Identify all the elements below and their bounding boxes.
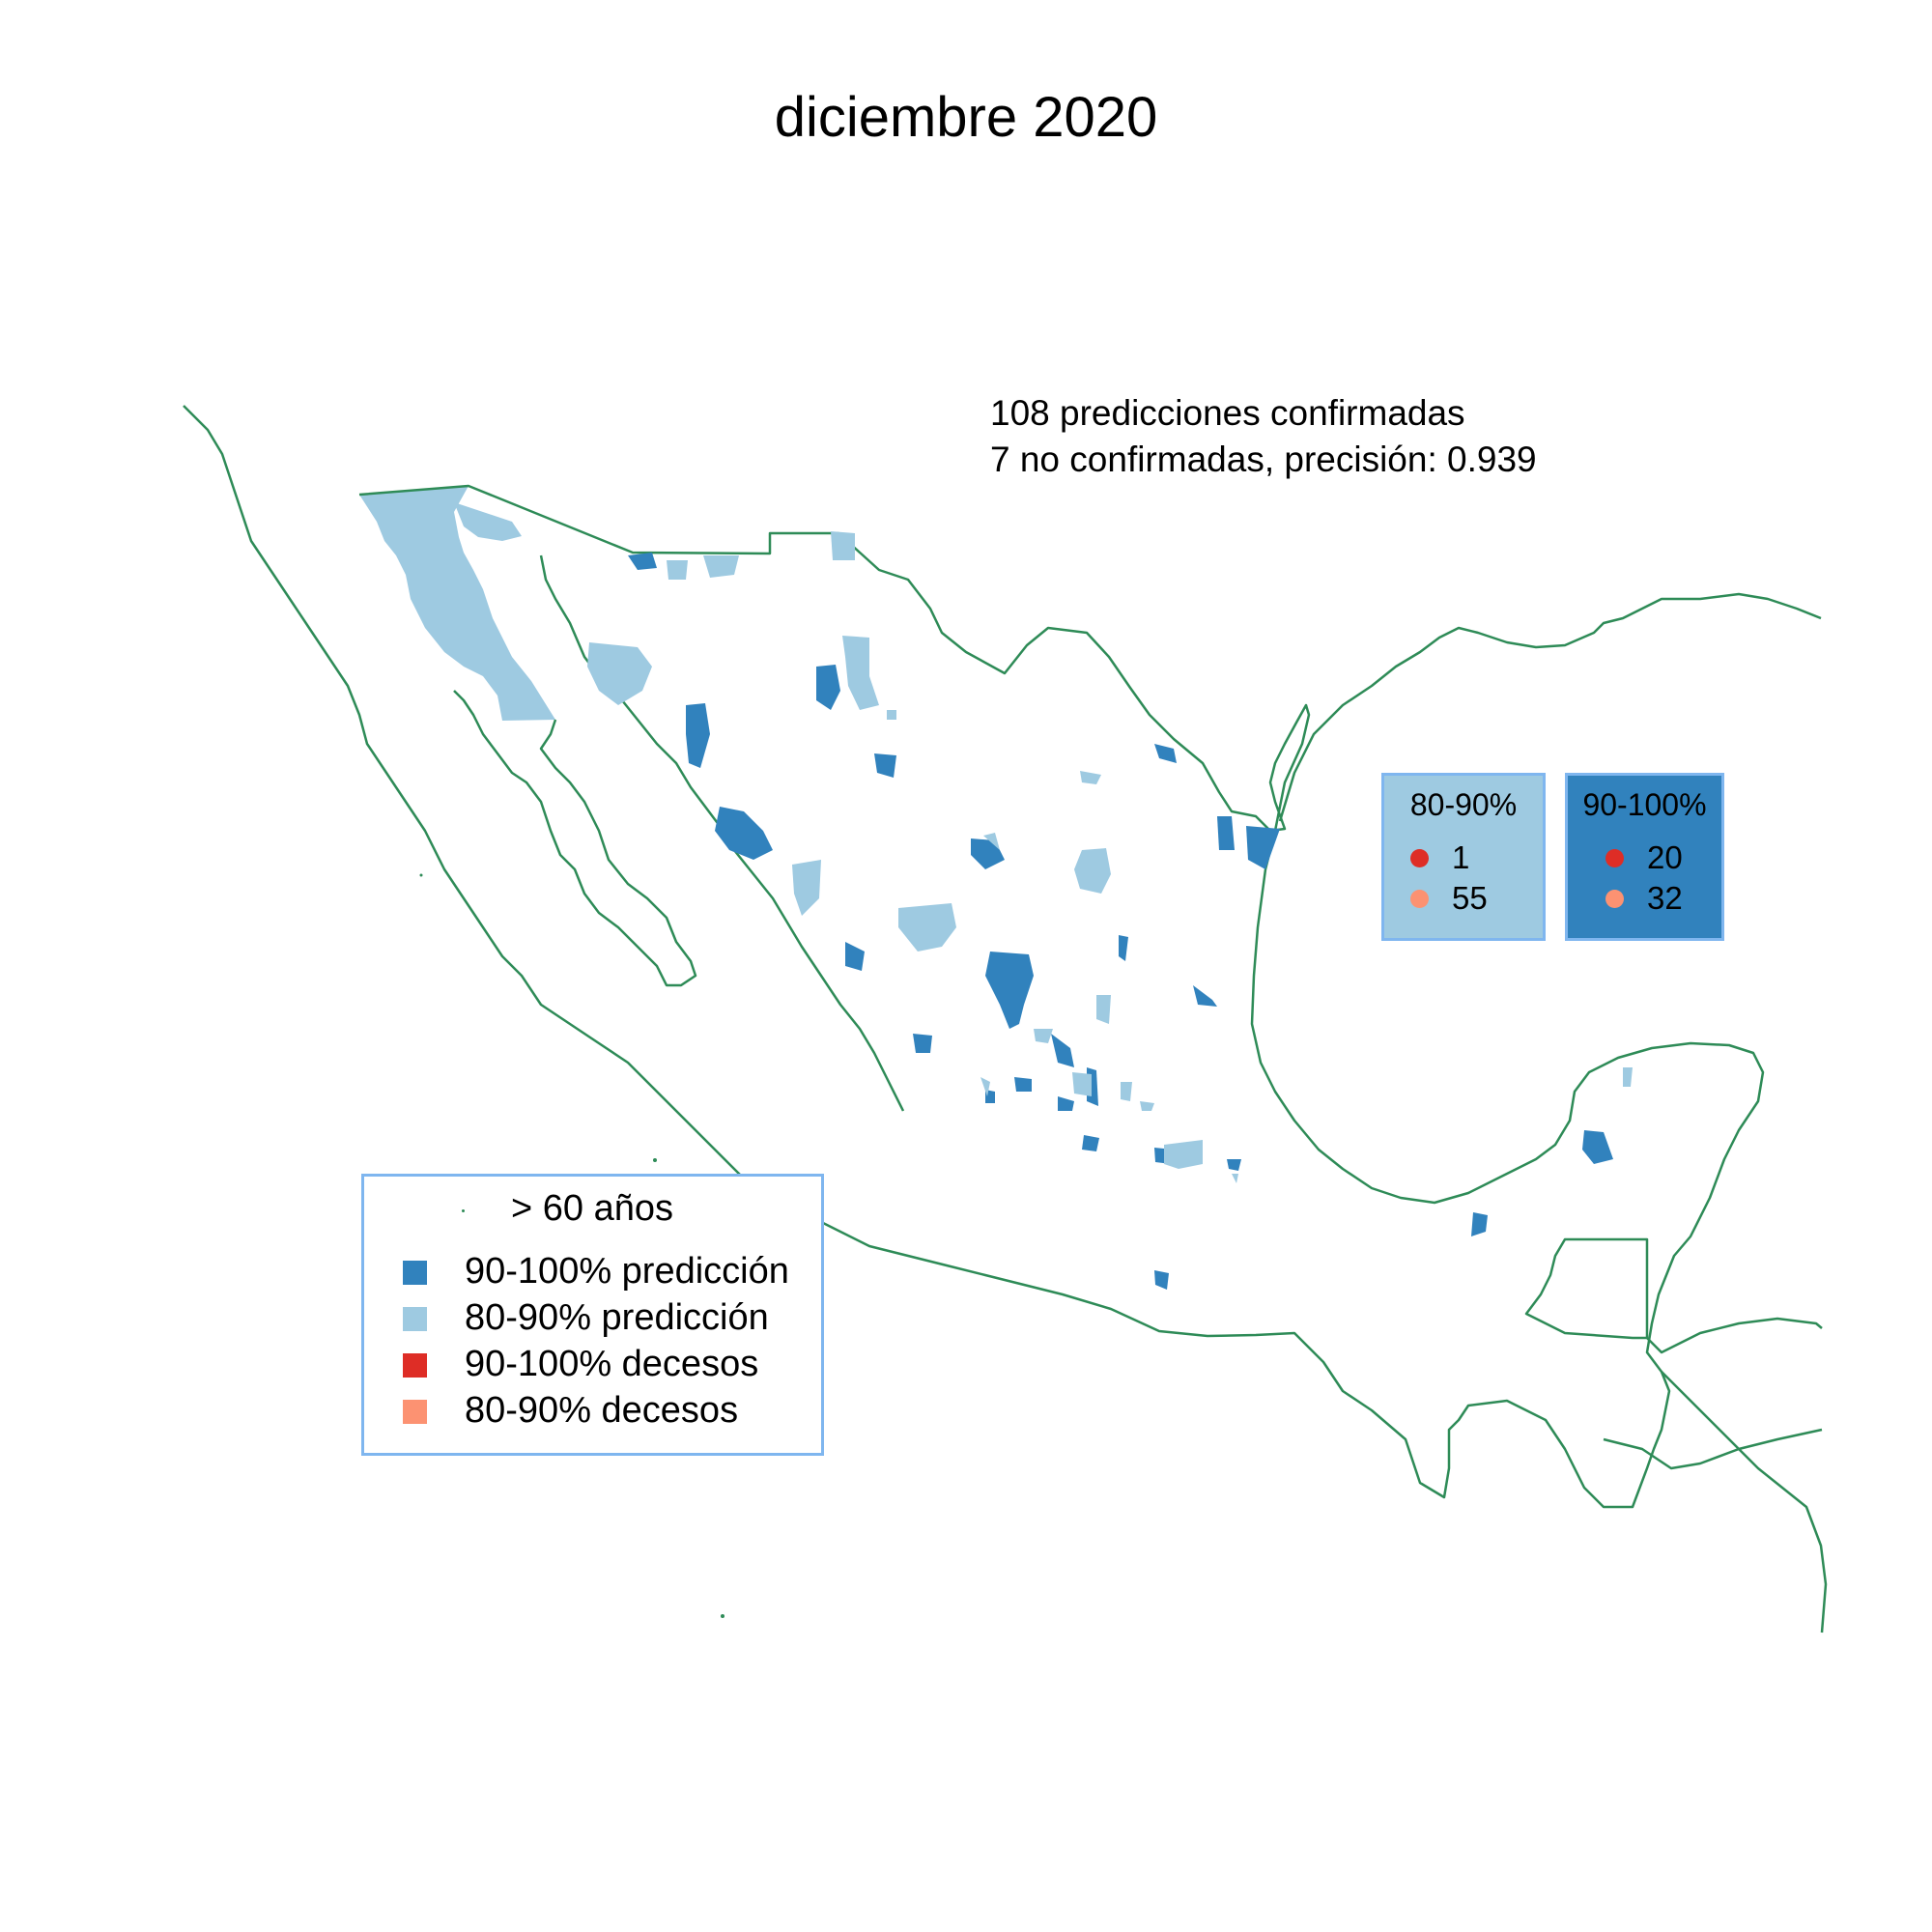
- stat-box-90-100: 90-100% 20 32: [1565, 773, 1724, 941]
- region: [792, 860, 821, 916]
- stat-count-deaths-90-100: 1: [1452, 839, 1470, 875]
- region: [1246, 826, 1280, 869]
- legend-label: 90-100% predicción: [465, 1251, 789, 1292]
- legend-swatch: [403, 1353, 427, 1378]
- summary-line-confirmed: 108 predicciones confirmadas: [990, 393, 1465, 433]
- region: [1193, 985, 1217, 1007]
- region: [1080, 771, 1101, 784]
- region: [1623, 1067, 1633, 1087]
- stat-count-deaths-90-100: 20: [1647, 839, 1683, 875]
- region: [874, 753, 896, 778]
- region: [1471, 1212, 1488, 1236]
- stat-box-header: 80-90%: [1409, 787, 1518, 822]
- region: [1217, 816, 1235, 850]
- deaths-80-90-dot: [1410, 890, 1429, 908]
- region: [667, 560, 688, 580]
- legend-swatch: [403, 1307, 427, 1331]
- region: [845, 942, 865, 971]
- region: [1582, 1130, 1613, 1164]
- region: [1119, 935, 1128, 961]
- region: [842, 636, 879, 710]
- legend-dot-symbol: [462, 1209, 465, 1212]
- dot: [419, 873, 423, 877]
- region: [1140, 1101, 1154, 1111]
- region: [1232, 1174, 1238, 1183]
- region: [1072, 1072, 1092, 1096]
- region: [1058, 1096, 1074, 1111]
- regions-90-100: [628, 553, 1613, 1290]
- regions-80-90: [587, 531, 1633, 1183]
- region: [1014, 1077, 1032, 1092]
- deaths-90-100-dot: [1410, 849, 1429, 867]
- region: [913, 1034, 932, 1053]
- region: [816, 665, 840, 710]
- region: [1164, 1140, 1203, 1169]
- sonora-coast: [539, 554, 905, 1112]
- region: [628, 553, 657, 570]
- region: [1096, 995, 1111, 1024]
- region: [831, 531, 855, 560]
- prediction-summary: 108 predicciones confirmadas 7 no confir…: [990, 390, 1537, 483]
- dot: [721, 1614, 724, 1618]
- legend-swatch: [403, 1400, 427, 1424]
- region: [1051, 1034, 1074, 1067]
- summary-line-precision: 7 no confirmadas, precisión: 0.939: [990, 440, 1537, 479]
- legend-label: 80-90% decesos: [465, 1390, 739, 1431]
- region: [983, 833, 1000, 850]
- region: [686, 703, 710, 768]
- region: [1154, 744, 1177, 763]
- region: [1082, 1135, 1099, 1151]
- region: [703, 555, 739, 578]
- map-legend: > 60 años 90-100% predicción 80-90% pred…: [361, 1174, 824, 1456]
- legend-label: 80-90% predicción: [465, 1297, 769, 1338]
- dot: [653, 1158, 657, 1162]
- region-sonora-nw: [454, 502, 522, 541]
- region: [715, 807, 773, 860]
- region: [971, 838, 1005, 869]
- guatemala-border: [1524, 1237, 1649, 1340]
- stat-box-header: 90-100%: [1582, 787, 1707, 822]
- region: [1034, 1029, 1053, 1043]
- mexico-outline: [183, 405, 1765, 1509]
- region: [1074, 848, 1111, 894]
- us-gulf-coast: [1278, 592, 1822, 822]
- page-title: diciembre 2020: [774, 86, 1158, 149]
- stat-count-deaths-80-90: 55: [1452, 880, 1488, 916]
- legend-label: 90-100% decesos: [465, 1344, 759, 1384]
- region: [1121, 1082, 1132, 1101]
- region: [1154, 1270, 1169, 1290]
- central-america: [1603, 1317, 1828, 1634]
- legend-label: > 60 años: [511, 1188, 673, 1229]
- region: [898, 903, 956, 952]
- region: [887, 710, 896, 720]
- region: [1227, 1159, 1241, 1171]
- stat-box-80-90: 80-90% 1 55: [1381, 773, 1546, 941]
- legend-swatch: [403, 1261, 427, 1285]
- region-baja-california: [359, 486, 555, 721]
- region: [985, 952, 1034, 1029]
- deaths-90-100-dot: [1605, 849, 1624, 867]
- baja-peninsula-outline: [453, 690, 697, 987]
- stat-count-deaths-80-90: 32: [1647, 880, 1683, 916]
- region: [980, 1077, 990, 1096]
- region: [587, 642, 652, 705]
- deaths-80-90-dot: [1605, 890, 1624, 908]
